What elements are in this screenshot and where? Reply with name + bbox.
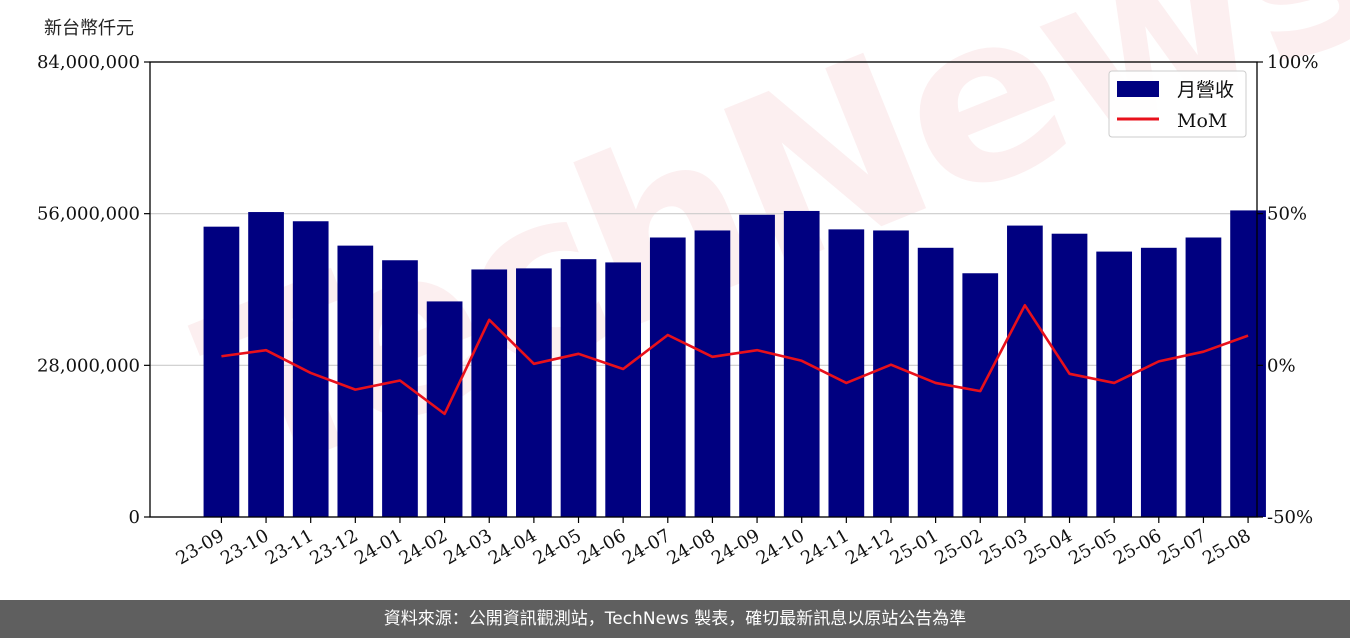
x-tick-label: 24-03 (440, 525, 495, 569)
x-tick-label: 24-09 (708, 525, 763, 569)
revenue-bar (1096, 251, 1133, 518)
x-tick-label: 24-11 (797, 525, 852, 569)
legend-swatch-bar (1117, 81, 1159, 97)
y-right-tick-label: 50% (1267, 204, 1307, 225)
x-tick-label: 24-04 (485, 525, 540, 569)
x-tick-label: 25-06 (1110, 525, 1165, 569)
x-tick-label: 24-08 (663, 525, 718, 569)
revenue-bar (828, 229, 865, 517)
revenue-bar (605, 262, 642, 517)
x-tick-label: 25-07 (1154, 525, 1209, 569)
x-tick-label: 24-12 (842, 525, 897, 569)
y-right-tick-label: 0% (1267, 355, 1296, 376)
x-tick-label: 24-07 (619, 525, 674, 569)
revenue-bar (203, 226, 240, 517)
mom-line (221, 303, 1249, 416)
revenue-bar (783, 210, 820, 518)
revenue-bar (694, 230, 731, 518)
legend-label-mom: MoM (1177, 110, 1227, 132)
revenue-bar (1185, 237, 1222, 517)
x-tick-label: 25-08 (1199, 525, 1254, 569)
legend-label-revenue: 月營收 (1177, 79, 1234, 101)
legend: 月營收 MoM (1108, 70, 1247, 138)
x-tick-label: 23-12 (306, 525, 361, 569)
revenue-chart: 0 28,000,000 56,000,000 84,000,000 -50% 0% 50%… (37, 52, 1319, 569)
x-tick-label: 25-02 (931, 525, 986, 569)
bar-series (203, 210, 1266, 518)
source-footer: 資料來源：公開資訊觀測站，TechNews 製表，確切最新訊息以原站公告為準 (0, 600, 1350, 638)
y-left-tick-label: 56,000,000 (37, 204, 140, 225)
x-tick-label: 24-05 (530, 525, 585, 569)
revenue-bar (248, 212, 284, 517)
revenue-bar (292, 221, 329, 517)
x-tick-label: 24-06 (574, 525, 629, 569)
revenue-bar (962, 273, 999, 517)
y-right-tick-label: 100% (1267, 52, 1318, 73)
y-right-tick-label: -50% (1267, 507, 1313, 528)
x-tick-label: 24-02 (396, 525, 451, 569)
revenue-bar (560, 259, 597, 517)
revenue-bar (516, 268, 552, 517)
x-tick-label: 25-05 (1065, 525, 1120, 569)
revenue-bar (739, 214, 775, 517)
x-tick-label: 23-10 (217, 525, 272, 569)
revenue-bar (873, 230, 909, 518)
x-tick-label: 25-03 (976, 525, 1031, 569)
revenue-bar (1007, 225, 1043, 518)
y-left-tick-label: 84,000,000 (37, 52, 140, 73)
revenue-bar (426, 301, 463, 517)
plot-frame (149, 61, 1258, 518)
revenue-bar (1230, 210, 1266, 517)
revenue-bar (649, 237, 686, 517)
x-tick-label: 25-04 (1021, 525, 1076, 569)
revenue-bar (471, 269, 508, 517)
y-left-tick-label: 0 (129, 507, 140, 528)
revenue-bar (1140, 247, 1177, 517)
y-unit-label: 新台幣仟元 (44, 18, 134, 39)
x-tick-label: 23-11 (262, 525, 317, 569)
mom-line-series (221, 303, 1249, 416)
y-left-tick-label: 28,000,000 (37, 355, 140, 376)
x-tick-label: 24-10 (753, 525, 808, 569)
revenue-bar (337, 245, 374, 517)
x-tick-label: 23-09 (172, 525, 227, 569)
x-tick-label: 24-01 (351, 525, 406, 569)
x-tick-label: 25-01 (887, 525, 942, 569)
